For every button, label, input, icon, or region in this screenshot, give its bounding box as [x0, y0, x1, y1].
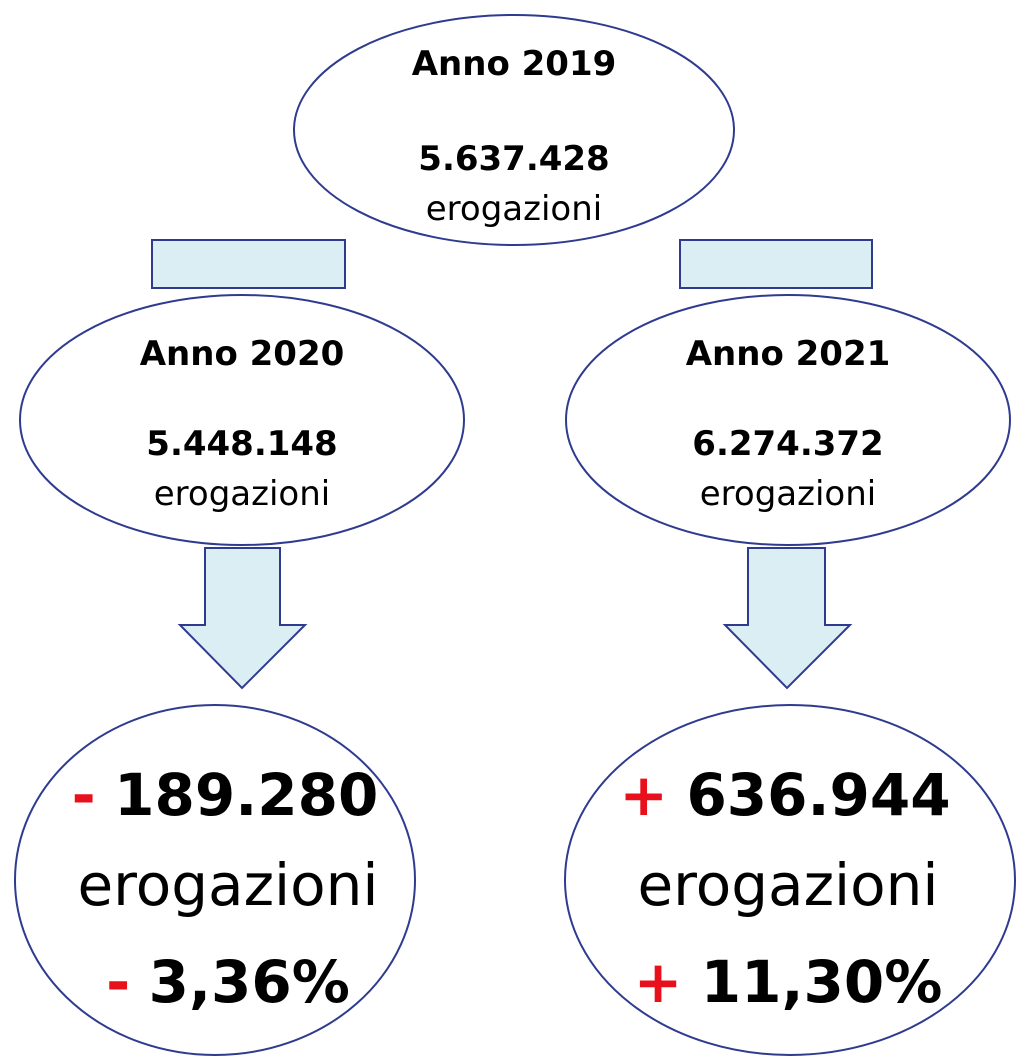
result-line: - 189.280	[72, 761, 379, 829]
down-arrow	[177, 547, 308, 690]
sign: -	[72, 761, 96, 829]
node-value: 5.448.148	[146, 424, 337, 464]
down-arrow	[722, 547, 853, 690]
result-unit: erogazioni	[637, 851, 938, 919]
node-ellipse	[565, 294, 1011, 546]
node-title: Anno 2019	[412, 44, 617, 84]
sign: +	[619, 761, 668, 829]
result-value: 636.944	[686, 761, 950, 829]
node-unit: erogazioni	[700, 474, 876, 514]
node-title: Anno 2021	[686, 334, 891, 374]
node-value: 5.637.428	[418, 139, 609, 179]
node-unit: erogazioni	[154, 474, 330, 514]
result-unit: erogazioni	[77, 851, 378, 919]
node-title: Anno 2020	[140, 334, 345, 374]
node-ellipse	[293, 14, 735, 246]
result-pct: 3,36%	[149, 948, 350, 1016]
connector-box	[151, 239, 346, 289]
result-pct: 11,30%	[701, 948, 943, 1016]
result-pct-line: - 3,36%	[106, 948, 350, 1016]
node-ellipse	[19, 294, 465, 546]
node-unit: erogazioni	[426, 189, 602, 229]
sign: -	[106, 948, 130, 1016]
result-pct-line: + 11,30%	[634, 948, 943, 1016]
result-value: 189.280	[114, 761, 378, 829]
result-line: + 636.944	[619, 761, 950, 829]
node-value: 6.274.372	[692, 424, 883, 464]
sign: +	[634, 948, 683, 1016]
connector-box	[679, 239, 873, 289]
result-ellipse	[564, 704, 1016, 1056]
result-ellipse	[14, 704, 416, 1056]
